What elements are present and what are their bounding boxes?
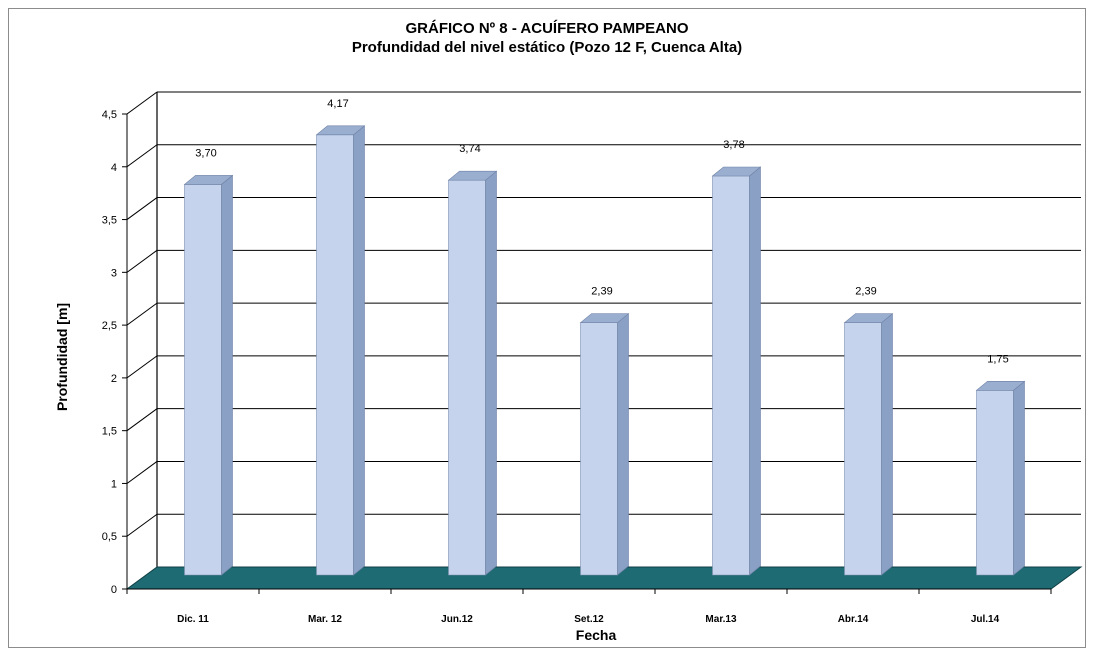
- gridline-side: [126, 249, 158, 273]
- y-tick-label: 0,5: [102, 531, 117, 543]
- y-axis-title: Profundidad [m]: [54, 303, 70, 411]
- data-label: 1,75: [987, 353, 1008, 365]
- data-label: 2,39: [855, 286, 876, 298]
- bar-top: [447, 170, 498, 181]
- x-tick-label: Mar. 12: [308, 614, 342, 625]
- bar-chart: GRÁFICO Nº 8 - ACUÍFERO PAMPEANO Profund…: [54, 20, 1083, 643]
- x-tick-label: Mar.13: [705, 614, 737, 625]
- chart-frame: GRÁFICO Nº 8 - ACUÍFERO PAMPEANO Profund…: [8, 8, 1086, 648]
- bar-top: [579, 313, 630, 324]
- x-tick-label: Dic. 11: [177, 614, 209, 625]
- y-tick-label: 4: [111, 162, 117, 174]
- bar-top: [975, 380, 1026, 391]
- y-axis-ticks: 0 0,5 1 1,5 2 2,5 3 3,5 4 4,5: [102, 109, 128, 596]
- gridline-side: [126, 513, 158, 537]
- data-label: 3,70: [195, 147, 216, 159]
- bar-side: [1013, 380, 1025, 576]
- bar-side: [485, 170, 497, 576]
- bar: [579, 313, 630, 576]
- gridline-side: [126, 461, 158, 484]
- chart-subtitle: Profundidad del nivel estático (Pozo 12 …: [352, 39, 742, 56]
- y-tick-label: 1,5: [102, 426, 117, 438]
- bar-front: [580, 322, 618, 576]
- chart-title: GRÁFICO Nº 8 - ACUÍFERO PAMPEANO: [406, 20, 689, 37]
- y-tick-label: 4,5: [102, 109, 117, 121]
- bar-side: [353, 125, 365, 576]
- bar-side: [749, 166, 761, 576]
- x-tick-label: Set.12: [574, 614, 604, 625]
- gridline-side: [126, 408, 158, 432]
- data-labels: 3,70 4,17 3,74 2,39 3,78 2,39 1,75: [195, 98, 1008, 365]
- bar-front: [184, 184, 222, 576]
- x-tick-label: Abr.14: [838, 614, 869, 625]
- y-tick-label: 1: [111, 478, 117, 490]
- gridline-side: [126, 302, 158, 326]
- data-label: 3,78: [723, 139, 744, 151]
- gridline-side: [126, 355, 158, 379]
- bar: [843, 313, 894, 576]
- bar-top: [711, 166, 762, 177]
- bar-top: [315, 125, 366, 136]
- data-label: 2,39: [591, 286, 612, 298]
- x-tick-label: Jun.12: [441, 614, 473, 625]
- bar-front: [976, 389, 1014, 576]
- bar-top: [183, 175, 234, 185]
- y-tick-label: 2: [111, 373, 117, 385]
- x-axis-ticks: Dic. 11 Mar. 12 Jun.12 Set.12 Mar.13 Abr.14 Ju…: [126, 588, 1052, 625]
- x-tick-label: Jul.14: [971, 614, 1000, 625]
- bar-side: [881, 313, 893, 576]
- y-tick-label: 2,5: [102, 320, 117, 332]
- gridline-side: [126, 197, 158, 220]
- y-tick-label: 3: [111, 267, 117, 279]
- bar: [315, 125, 366, 576]
- bars: [183, 125, 1026, 576]
- bar-front: [844, 322, 882, 576]
- bar-side: [221, 174, 233, 576]
- bar-front: [712, 175, 750, 576]
- gridline-side: [126, 91, 158, 115]
- bar: [447, 170, 498, 576]
- gridline-side: [126, 144, 158, 168]
- y-tick-label: 3,5: [102, 215, 117, 227]
- bar-side: [617, 313, 629, 576]
- bar: [711, 166, 762, 576]
- bar-top: [843, 313, 894, 324]
- bar-front: [316, 134, 354, 576]
- bar: [183, 174, 234, 576]
- data-label: 4,17: [327, 98, 348, 110]
- bar: [975, 380, 1026, 576]
- y-tick-label: 0: [111, 584, 117, 596]
- data-label: 3,74: [459, 143, 480, 155]
- x-axis-title: Fecha: [576, 627, 617, 643]
- bar-front: [448, 179, 486, 576]
